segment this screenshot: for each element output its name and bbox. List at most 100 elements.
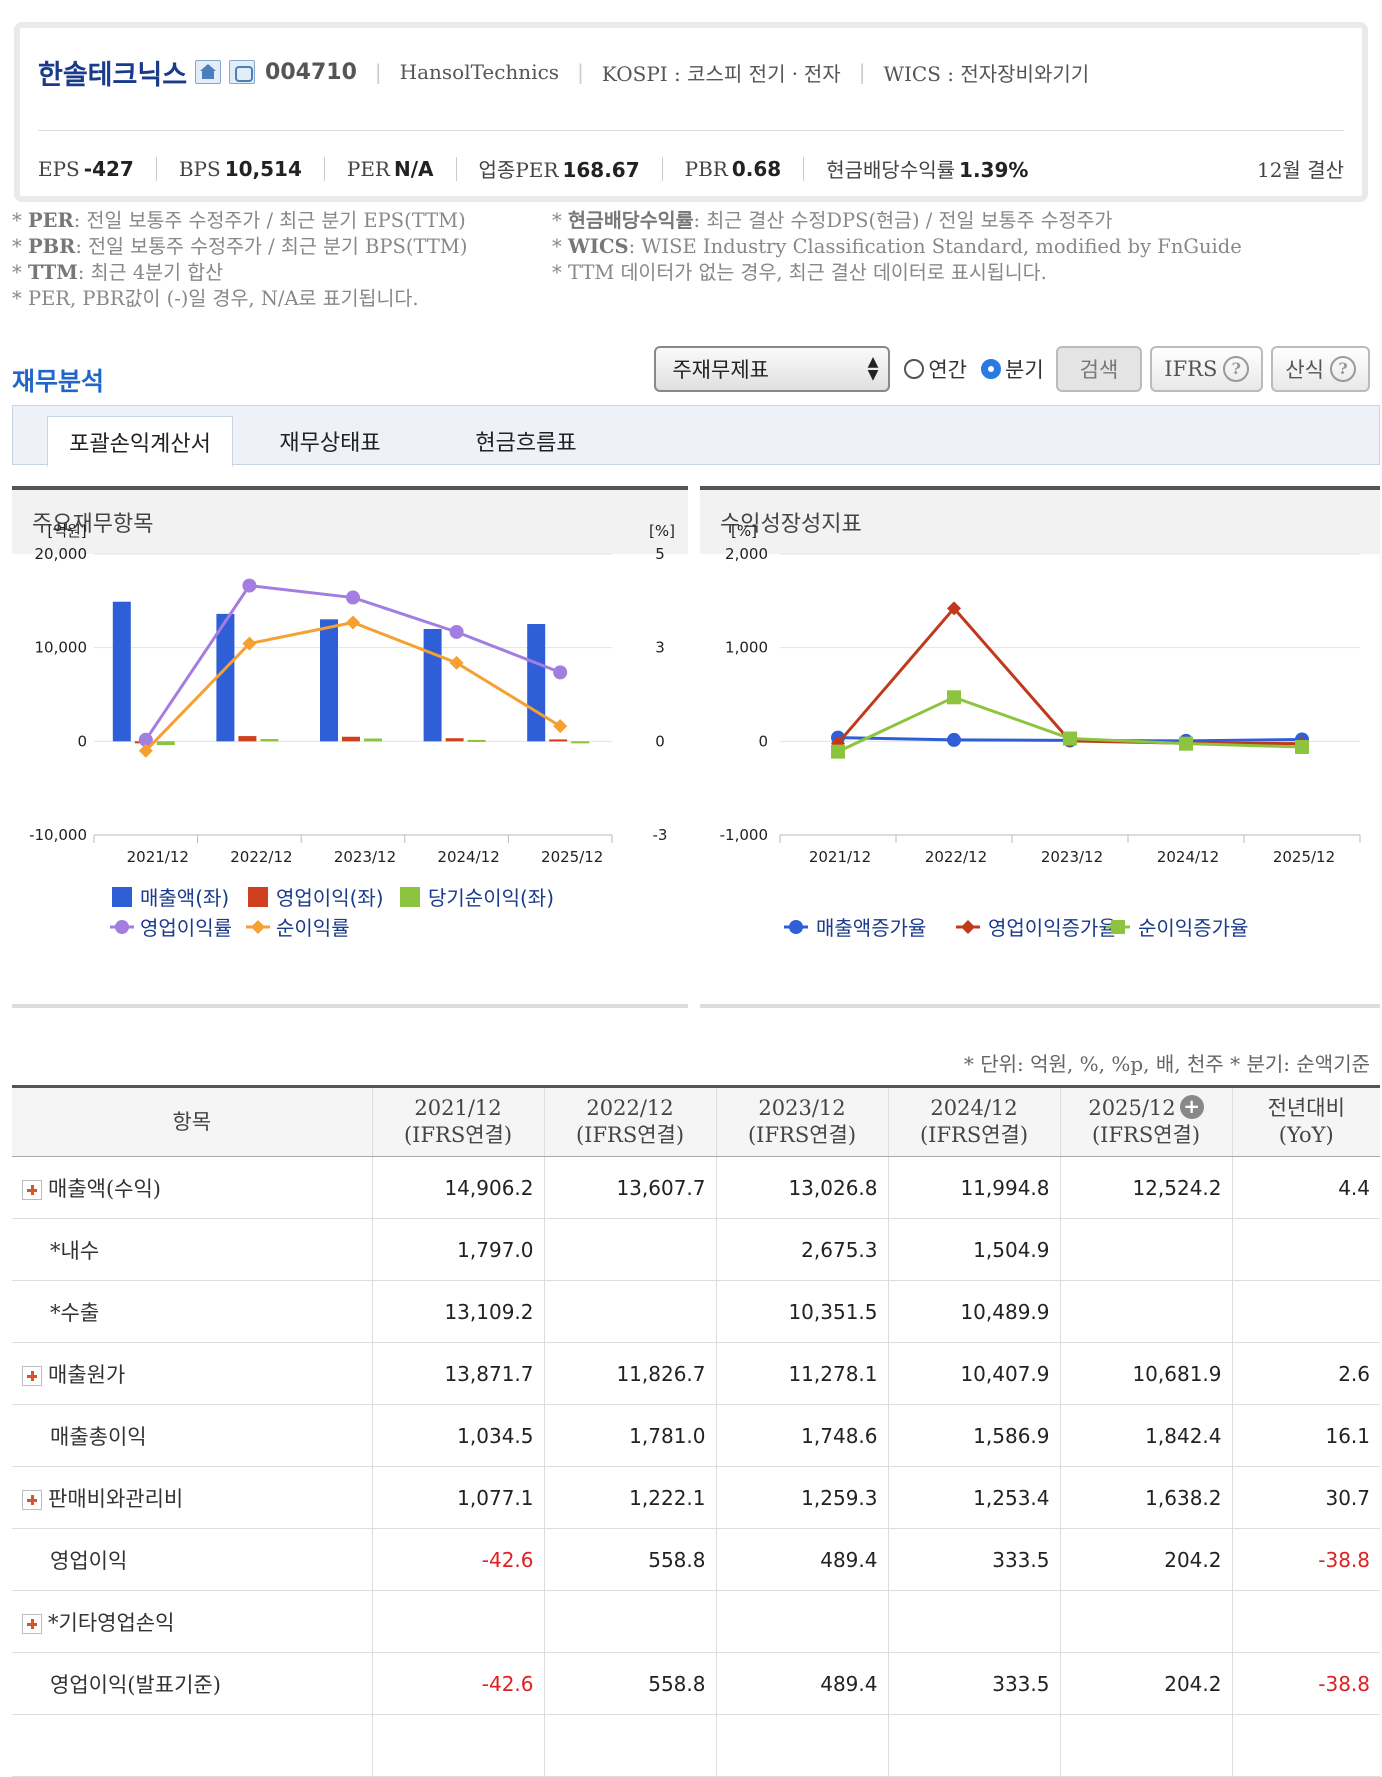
bar-1-3	[445, 738, 464, 742]
radio-annual[interactable]: 연간	[904, 354, 967, 384]
value-cell: 204.2	[1059, 1528, 1232, 1591]
value-cell: 2,675.3	[715, 1218, 888, 1281]
row-label: 영업이익(발표기준)	[50, 1672, 221, 1697]
table-row: 매출원가 13,871.7 11,826.7 11,278.1 10,407.9 10,6…	[12, 1342, 1380, 1405]
value-cell: 4.4	[1231, 1156, 1380, 1219]
column-header-line2: (YoY)	[1278, 1123, 1334, 1147]
row-label-cell	[12, 1714, 372, 1777]
x-tick-label: 2024/12	[437, 848, 499, 866]
title-separator: |	[374, 60, 382, 84]
note-text: TTM 데이터가 없는 경우, 최근 결산 데이터로 표시됩니다.	[567, 261, 1047, 284]
help-icon: ?	[1330, 356, 1356, 382]
radio-quarter-dot[interactable]	[981, 359, 1001, 379]
point-0-3	[449, 624, 464, 639]
row-label: *수출	[50, 1300, 100, 1325]
row-label-cell[interactable]: 판매비와관리비	[12, 1466, 372, 1529]
tab-income-statement[interactable]: 포괄손익계산서	[47, 416, 233, 467]
y-tick: 0	[758, 732, 768, 750]
value-cell	[887, 1590, 1060, 1653]
column-header-line1: 2025/12 +	[1061, 1095, 1232, 1122]
legend-marker	[1111, 920, 1125, 934]
report-select[interactable]: 주재무제표 ▲ ▼	[654, 346, 891, 392]
formula-label: 산식	[1285, 358, 1324, 382]
value-cell: 1,259.3	[715, 1466, 888, 1529]
company-header: 한솔테크닉스 004710 | HansolTechnics | KOSPI :…	[14, 22, 1368, 202]
legend-label: 영업이익증가율	[988, 916, 1117, 940]
column-header-line2: (IFRS연결)	[403, 1123, 513, 1147]
column-header-line1: 2022/12	[586, 1096, 674, 1120]
table-row: 판매비와관리비 1,077.1 1,222.1 1,259.3 1,253.4 1,638…	[12, 1466, 1380, 1529]
expand-plus-icon[interactable]	[22, 1366, 42, 1386]
controls: 주재무제표 ▲ ▼ 연간 분기 검색 IFRS ? 산식 ?	[654, 346, 1370, 392]
radio-quarter[interactable]: 분기	[981, 354, 1044, 384]
row-label: 영업이익	[50, 1548, 128, 1573]
value-cell	[887, 1714, 1060, 1777]
value-cell: 1,781.0	[543, 1404, 716, 1467]
tab-balance-sheet[interactable]: 재무상태표	[279, 431, 381, 456]
bar-0-2	[320, 619, 338, 742]
note-text: PER, PBR값이 (-)일 경우, N/A로 표기됩니다.	[27, 287, 419, 310]
x-tick-label: 2021/12	[127, 848, 189, 866]
value-cell: 204.2	[1059, 1652, 1232, 1715]
value-cell	[1059, 1280, 1232, 1343]
table-row: 영업이익 -42.6 558.8 489.4 333.5 204.2 -38.8	[12, 1528, 1380, 1591]
note-text: : 최근 결산 수정DPS(현금) / 전일 보통주 수정주가	[693, 209, 1113, 232]
y-label: [%]	[731, 522, 757, 540]
legend-label: 영업이익률	[140, 916, 232, 940]
metric-value: 0.68	[731, 156, 782, 181]
value-cell: -38.8	[1231, 1528, 1380, 1591]
chart-panel-financials: 주요재무항목 20,000 5 10,000 3 0 0 -10,000 -3 [억원] [%] 2…	[12, 486, 688, 1008]
phone-icon[interactable]	[229, 60, 256, 84]
value-cell	[543, 1280, 716, 1343]
expand-plus-icon[interactable]	[22, 1614, 42, 1634]
value-cell: 333.5	[887, 1528, 1060, 1591]
ifrs-button[interactable]: IFRS ?	[1150, 346, 1264, 392]
add-column-icon[interactable]: +	[1179, 1095, 1204, 1119]
radio-quarter-label: 분기	[1005, 358, 1044, 382]
stock-code: 004710	[265, 59, 357, 85]
row-label-cell[interactable]: 매출원가	[12, 1342, 372, 1405]
value-cell: 1,638.2	[1059, 1466, 1232, 1529]
metric-value: 168.67	[562, 158, 640, 182]
header-divider	[38, 130, 1344, 131]
y-tick: -1,000	[720, 826, 768, 844]
radio-annual-dot[interactable]	[904, 359, 925, 379]
legend-swatch	[112, 887, 132, 907]
bar-1-2	[342, 736, 360, 742]
value-cell: 10,407.9	[887, 1342, 1060, 1405]
row-label-cell[interactable]: 매출액(수익)	[12, 1156, 372, 1219]
note-line: * TTM: 최근 4분기 합산	[12, 261, 224, 284]
row-label: 매출액(수익)	[48, 1176, 161, 1201]
title-separator: |	[858, 60, 866, 84]
column-header: 2022/12 (IFRS연결)	[543, 1085, 716, 1157]
bar-2-2	[364, 738, 382, 742]
formula-button[interactable]: 산식 ?	[1271, 346, 1370, 392]
table-row: 매출총이익 1,034.5 1,781.0 1,748.6 1,586.9 1,842.4…	[12, 1404, 1380, 1467]
x-tick-label: 2022/12	[925, 848, 987, 866]
expand-plus-icon[interactable]	[22, 1180, 42, 1200]
legend-marker	[789, 920, 803, 934]
value-cell	[1059, 1218, 1232, 1281]
section-title: 재무분석	[12, 367, 105, 396]
value-cell	[1059, 1714, 1232, 1777]
value-cell: 489.4	[715, 1652, 888, 1715]
value-cell: 10,489.9	[887, 1280, 1060, 1343]
legend-swatch	[400, 887, 420, 907]
point-2-4	[1295, 739, 1309, 754]
home-icon[interactable]	[195, 60, 222, 84]
search-button[interactable]: 검색	[1055, 346, 1143, 392]
note-text: : WISE Industry Classification Standard,…	[628, 235, 1242, 258]
point-0-2	[346, 590, 360, 605]
row-label-cell[interactable]: *기타영업손익	[12, 1590, 372, 1653]
column-header-line2: (IFRS연결)	[919, 1123, 1029, 1147]
expand-plus-icon[interactable]	[22, 1490, 42, 1510]
table-row	[12, 1714, 1380, 1777]
value-cell: 2.6	[1231, 1342, 1380, 1405]
row-label: 매출총이익	[50, 1424, 147, 1449]
y-right-tick: 0	[655, 732, 665, 750]
tab-cash-flow[interactable]: 현금흐름표	[475, 431, 577, 456]
fiscal-label: 12월 결산	[1256, 158, 1344, 182]
x-tick-label: 2021/12	[809, 848, 871, 866]
value-cell: 1,504.9	[887, 1218, 1060, 1281]
x-tick-label: 2023/12	[334, 848, 396, 866]
